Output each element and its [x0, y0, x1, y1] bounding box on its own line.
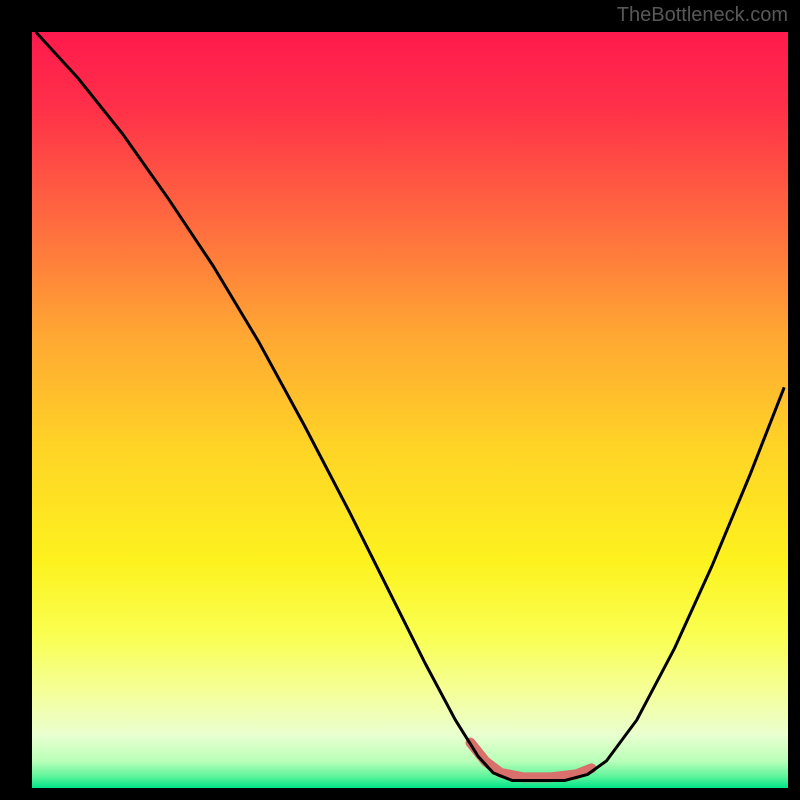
chart-frame: TheBottleneck.com: [0, 0, 800, 800]
plot-area: [32, 32, 788, 788]
watermark-label: TheBottleneck.com: [617, 4, 788, 27]
bottleneck-curve: [36, 32, 784, 780]
curve-overlay: [32, 32, 788, 788]
floor-segment: [470, 743, 591, 778]
